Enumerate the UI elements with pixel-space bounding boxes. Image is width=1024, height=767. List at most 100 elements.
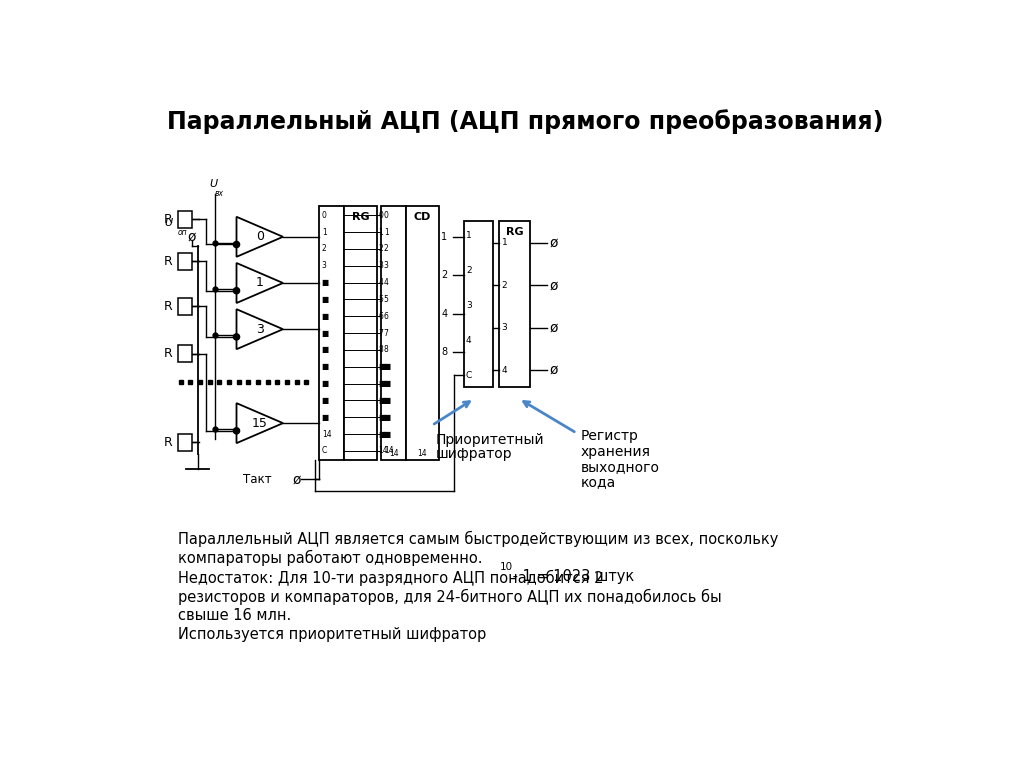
- Text: 0: 0: [256, 230, 264, 243]
- Text: выходного: выходного: [581, 460, 659, 474]
- Text: ■: ■: [378, 413, 386, 422]
- Text: хранения: хранения: [581, 445, 650, 459]
- Text: свыше 16 млн.: свыше 16 млн.: [178, 608, 292, 623]
- Text: кода: кода: [581, 476, 615, 489]
- Text: 2: 2: [322, 245, 327, 253]
- Text: 3: 3: [502, 323, 507, 332]
- Text: R: R: [164, 347, 172, 360]
- Text: 4: 4: [502, 366, 507, 374]
- Text: ■: ■: [378, 396, 386, 405]
- Text: ø: ø: [549, 321, 558, 334]
- Text: Параллельный АЦП (АЦП прямого преобразования): Параллельный АЦП (АЦП прямого преобразов…: [167, 109, 883, 133]
- Text: 1: 1: [256, 276, 264, 289]
- Text: C: C: [466, 371, 472, 380]
- Text: 0: 0: [322, 211, 327, 219]
- Text: ■: ■: [384, 362, 391, 371]
- Text: ■: ■: [378, 362, 386, 371]
- Text: оп: оп: [177, 228, 187, 236]
- Text: ø: ø: [549, 278, 558, 292]
- Text: 10: 10: [500, 561, 513, 571]
- Text: R: R: [164, 255, 172, 268]
- Text: 14: 14: [418, 449, 427, 459]
- Text: ■: ■: [384, 396, 391, 405]
- Bar: [177, 253, 191, 270]
- Text: ø: ø: [549, 236, 558, 250]
- Text: ø: ø: [549, 363, 558, 377]
- Bar: [319, 206, 344, 460]
- Text: C: C: [322, 446, 327, 456]
- Text: Недостаток: Для 10-ти разрядного АЦП понадобится 2: Недостаток: Для 10-ти разрядного АЦП пон…: [178, 569, 604, 585]
- Bar: [177, 211, 191, 228]
- Text: 0: 0: [378, 211, 383, 219]
- Text: 2: 2: [441, 270, 447, 280]
- Text: 7: 7: [378, 328, 383, 337]
- Text: Используется приоритетный шифратор: Используется приоритетный шифратор: [178, 627, 486, 642]
- Text: U: U: [209, 179, 217, 189]
- Text: ■: ■: [378, 379, 386, 388]
- Text: ■: ■: [384, 379, 391, 388]
- Text: 14: 14: [384, 446, 393, 456]
- Text: 2: 2: [378, 245, 383, 253]
- Text: 4: 4: [466, 336, 471, 345]
- Text: RG: RG: [351, 212, 370, 222]
- Text: R: R: [164, 300, 172, 313]
- Text: 1: 1: [378, 228, 383, 236]
- Text: Параллельный АЦП является самым быстродействующим из всех, поскольку: Параллельный АЦП является самым быстроде…: [178, 531, 778, 547]
- Text: 0: 0: [384, 211, 389, 219]
- Text: ø: ø: [187, 230, 196, 244]
- Text: Приоритетный: Приоритетный: [435, 433, 545, 447]
- Circle shape: [233, 288, 240, 294]
- Text: ■: ■: [322, 311, 329, 321]
- Text: 3: 3: [466, 301, 472, 310]
- Text: ■: ■: [322, 396, 329, 405]
- Text: ■: ■: [384, 413, 391, 422]
- Text: ■: ■: [322, 278, 329, 287]
- Text: ■: ■: [322, 362, 329, 371]
- Text: 8: 8: [378, 345, 383, 354]
- Text: 4: 4: [384, 278, 389, 287]
- Bar: [500, 222, 530, 387]
- Text: 1: 1: [384, 228, 388, 236]
- Text: Регистр: Регистр: [581, 430, 639, 443]
- Text: 3: 3: [322, 262, 327, 270]
- Text: 6: 6: [384, 311, 389, 321]
- Text: ■: ■: [322, 379, 329, 388]
- Polygon shape: [237, 309, 283, 349]
- Text: 6: 6: [378, 311, 383, 321]
- Text: резисторов и компараторов, для 24-битного АЦП их понадобилось бы: резисторов и компараторов, для 24-битног…: [178, 589, 722, 605]
- Text: 14: 14: [378, 446, 388, 456]
- Bar: [407, 206, 438, 460]
- Text: 1: 1: [466, 231, 472, 240]
- Text: ■: ■: [322, 345, 329, 354]
- Text: ■: ■: [378, 430, 386, 439]
- Text: 4: 4: [378, 278, 383, 287]
- Text: 2: 2: [384, 245, 388, 253]
- Circle shape: [233, 242, 240, 248]
- Bar: [464, 222, 493, 387]
- Text: 1: 1: [502, 239, 507, 248]
- Circle shape: [233, 428, 240, 434]
- Text: ■: ■: [384, 430, 391, 439]
- Bar: [381, 206, 407, 460]
- Polygon shape: [237, 403, 283, 443]
- Text: 7: 7: [384, 328, 389, 337]
- Bar: [344, 206, 377, 460]
- Text: 2: 2: [466, 266, 471, 275]
- Text: U: U: [165, 218, 173, 228]
- Polygon shape: [237, 217, 283, 257]
- Text: шифратор: шифратор: [435, 447, 512, 461]
- Bar: [177, 345, 191, 362]
- Text: ø: ø: [293, 472, 301, 486]
- Text: ■: ■: [322, 328, 329, 337]
- Text: 8: 8: [441, 347, 447, 357]
- Text: 2: 2: [502, 281, 507, 290]
- Text: ■: ■: [322, 295, 329, 304]
- Text: вх: вх: [215, 189, 224, 198]
- Bar: [177, 434, 191, 451]
- Circle shape: [233, 334, 240, 340]
- Text: 3: 3: [256, 323, 264, 336]
- Text: 15: 15: [252, 416, 267, 430]
- Text: 5: 5: [378, 295, 383, 304]
- Text: 14: 14: [322, 430, 332, 439]
- Text: 14: 14: [389, 449, 398, 459]
